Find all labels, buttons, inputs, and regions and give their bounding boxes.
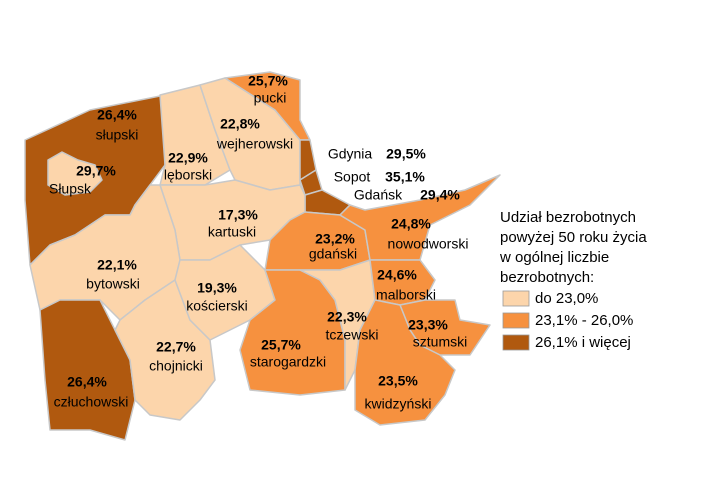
region-name: słupski xyxy=(96,127,139,143)
legend-title: powyżej 50 roku życia xyxy=(500,229,647,246)
region-name: sztumski xyxy=(413,334,467,350)
region-name: tczewski xyxy=(326,327,379,343)
region-name: Słupsk xyxy=(49,181,92,197)
region-name: starogardzki xyxy=(250,354,326,370)
region-value: 25,7% xyxy=(261,337,301,353)
region-value: 29,5% xyxy=(386,146,426,162)
region-value: 17,3% xyxy=(218,207,258,223)
legend-label: 23,1% - 26,0% xyxy=(535,312,633,329)
region-value: 22,3% xyxy=(327,309,367,325)
region-value: 26,4% xyxy=(67,374,107,390)
region-value: 23,2% xyxy=(315,231,355,247)
legend-swatch xyxy=(502,312,530,329)
region-name: malborski xyxy=(376,287,436,303)
region-name: chojnicki xyxy=(149,358,203,374)
region-name: wejherowski xyxy=(216,136,293,152)
region xyxy=(224,71,311,141)
region-value: 23,5% xyxy=(378,373,418,389)
region-value: 35,1% xyxy=(385,169,425,185)
legend: Udział bezrobotnych powyżej 50 roku życi… xyxy=(499,209,647,351)
region-value: 24,6% xyxy=(377,267,417,283)
region-name: nowodworski xyxy=(388,236,469,252)
region-value: 19,3% xyxy=(197,280,237,296)
region xyxy=(339,174,501,261)
regions xyxy=(24,71,501,441)
legend-label: do 23,0% xyxy=(535,290,598,307)
region-value: 22,1% xyxy=(97,257,137,273)
region-name: bytowski xyxy=(86,276,140,292)
region-value: 25,7% xyxy=(248,73,288,89)
region-value: 22,8% xyxy=(220,116,260,132)
region-name: człuchowski xyxy=(54,394,129,410)
region-name: pucki xyxy=(254,90,287,106)
legend-label: 26,1% i więcej xyxy=(535,334,631,351)
region xyxy=(354,299,456,426)
labels: 26,4% słupski 29,7% Słupsk 22,9% lęborsk… xyxy=(49,73,468,412)
region-value: 22,9% xyxy=(168,150,208,166)
region-value: 29,7% xyxy=(76,163,116,179)
legend-swatch xyxy=(502,290,530,307)
legend-swatch xyxy=(502,334,530,351)
region-name: kartuski xyxy=(208,224,256,240)
region-value: 23,3% xyxy=(408,317,448,333)
legend-title: Udział bezrobotnych xyxy=(500,209,636,226)
region-name: Sopot xyxy=(334,169,371,185)
region-name: Gdańsk xyxy=(354,187,403,203)
region xyxy=(114,279,216,421)
region-value: 22,7% xyxy=(156,339,196,355)
region-name: kwidzyński xyxy=(365,396,432,412)
region-name: gdański xyxy=(309,246,357,262)
region-name: Gdynia xyxy=(328,146,373,162)
region-value: 24,8% xyxy=(391,216,431,232)
region-value: 29,4% xyxy=(420,187,460,203)
legend-title: bezrobotnych: xyxy=(500,269,594,286)
region-name: lęborski xyxy=(164,167,212,183)
legend-title: w ogólnej liczbie xyxy=(499,249,609,266)
region-name: kościerski xyxy=(186,298,247,314)
region-value: 26,4% xyxy=(97,107,137,123)
region xyxy=(47,151,103,196)
